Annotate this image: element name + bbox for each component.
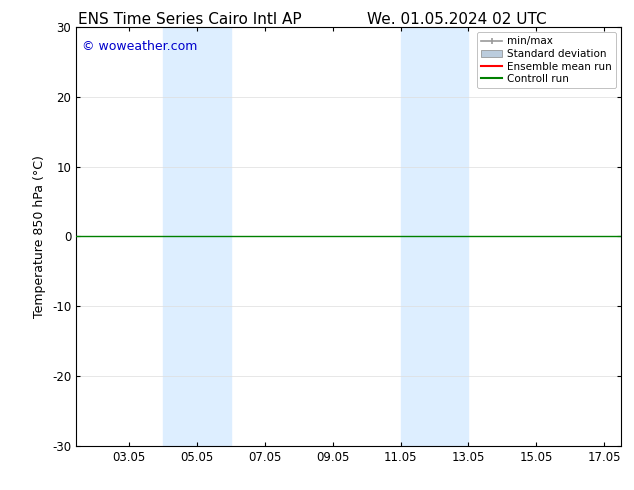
Text: We. 01.05.2024 02 UTC: We. 01.05.2024 02 UTC: [366, 12, 547, 27]
Bar: [163, 27, 231, 446]
Text: ENS Time Series Cairo Intl AP: ENS Time Series Cairo Intl AP: [79, 12, 302, 27]
Text: © woweather.com: © woweather.com: [82, 40, 197, 52]
Bar: [401, 27, 469, 446]
Y-axis label: Temperature 850 hPa (°C): Temperature 850 hPa (°C): [34, 155, 46, 318]
Legend: min/max, Standard deviation, Ensemble mean run, Controll run: min/max, Standard deviation, Ensemble me…: [477, 32, 616, 88]
